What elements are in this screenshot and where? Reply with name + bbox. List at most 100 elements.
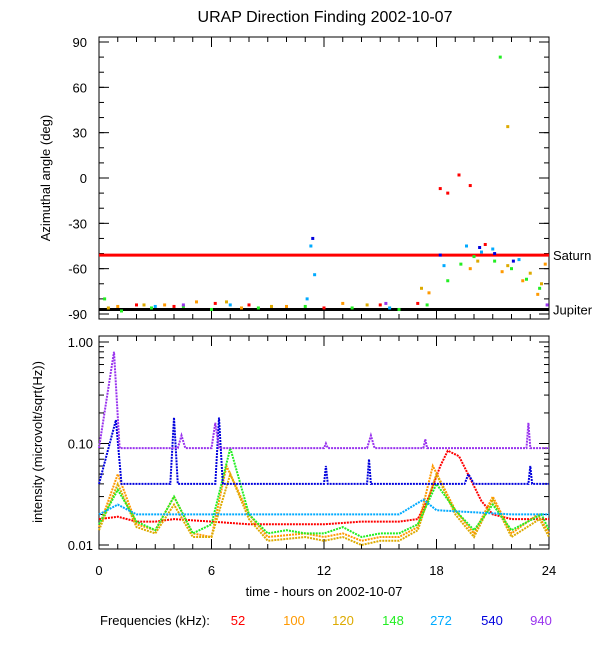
azimuth-point <box>446 279 450 283</box>
azimuth-point <box>313 273 317 277</box>
azimuth-point <box>172 304 176 308</box>
azimuth-point <box>106 306 110 310</box>
time-x-tick-label: 0 <box>95 563 102 578</box>
azimuth-point <box>493 259 497 263</box>
azimuth-point <box>150 306 153 310</box>
legend-title: Frequencies (kHz): <box>100 613 210 628</box>
azimuth-point <box>305 297 309 301</box>
azimuth-point <box>142 303 146 307</box>
reference-label-saturn: Saturn <box>553 248 591 263</box>
intensity-series-540 <box>98 417 549 485</box>
azimuth-point <box>510 267 513 271</box>
intensity-panel: intensity (microvolt/sqrt(Hz)) 1.000.100… <box>30 335 556 599</box>
azimuth-y-tick-label: 30 <box>73 126 87 141</box>
azimuth-point <box>543 262 547 266</box>
azimuth-point <box>478 246 482 250</box>
azimuth-point <box>416 301 420 305</box>
azimuth-point <box>384 301 388 305</box>
azimuth-points <box>103 55 549 313</box>
azimuth-point <box>465 244 468 248</box>
intensity-series-272 <box>98 498 549 516</box>
intensity-y-ticks: 1.00 0.10 0.01 <box>68 335 549 553</box>
time-x-label: time - hours on 2002-10-07 <box>246 584 403 599</box>
azimuth-point <box>425 303 429 307</box>
azimuth-point <box>472 255 476 259</box>
azimuth-point <box>163 303 167 307</box>
azimuth-y-tick-label: -90 <box>68 307 87 322</box>
azimuth-y-label: Azimuthal angle (deg) <box>38 115 53 241</box>
intensity-series-148 <box>98 444 550 539</box>
intensity-series-940 <box>98 351 549 450</box>
azimuth-point <box>483 242 487 246</box>
azimuth-point <box>181 303 185 307</box>
azimuth-point <box>442 264 446 268</box>
intensity-y-tick-label: 0.01 <box>68 538 93 553</box>
azimuth-point <box>493 252 497 256</box>
time-x-tick-label: 6 <box>208 563 215 578</box>
intensity-series <box>98 351 550 547</box>
time-x-tick-label: 24 <box>542 563 556 578</box>
azimuth-point <box>500 270 504 274</box>
azimuth-point <box>135 303 138 307</box>
reference-label-jupiter: Jupiter <box>553 302 593 317</box>
azimuth-point <box>103 297 107 301</box>
azimuth-panel: Azimuthal angle (deg) 90 60 30 0 -30 -60 -90 S… <box>38 35 593 322</box>
azimuth-y-tick-label: -30 <box>68 216 87 231</box>
chart-title: URAP Direction Finding 2002-10-07 <box>198 9 453 26</box>
azimuth-point <box>506 264 510 268</box>
azimuth-y-tick-label: -60 <box>68 262 87 277</box>
legend-entry-52: 52 <box>231 613 245 628</box>
azimuth-point <box>240 306 243 310</box>
legend-entry-272: 272 <box>430 613 452 628</box>
legend-entry-120: 120 <box>332 613 354 628</box>
legend-entry-100: 100 <box>283 613 305 628</box>
azimuth-point <box>247 303 251 307</box>
azimuth-point <box>528 271 532 275</box>
azimuth-point <box>256 306 260 310</box>
intensity-series-52 <box>98 449 549 526</box>
azimuth-point <box>210 307 213 311</box>
azimuth-point <box>120 309 123 313</box>
intensity-y-tick-label: 0.10 <box>68 437 93 452</box>
azimuth-y-tick-label: 90 <box>73 35 87 50</box>
azimuth-point <box>350 306 354 310</box>
azimuth-point <box>459 262 463 266</box>
azimuth-point <box>378 303 382 307</box>
legend-entry-148: 148 <box>382 613 404 628</box>
azimuth-point <box>420 286 423 290</box>
azimuth-point <box>468 184 472 188</box>
legend-entry-540: 540 <box>481 613 503 628</box>
azimuth-point <box>506 125 510 129</box>
azimuth-plot-frame <box>98 36 550 320</box>
azimuth-y-tick-label: 60 <box>73 80 87 95</box>
azimuth-point <box>309 244 313 248</box>
azimuth-point <box>545 303 549 307</box>
azimuth-point <box>540 282 543 286</box>
azimuth-point <box>388 306 392 310</box>
azimuth-point <box>181 304 185 308</box>
azimuth-point <box>303 304 307 308</box>
azimuth-point <box>525 277 528 281</box>
azimuth-point <box>446 191 450 195</box>
time-x-tick-label: 12 <box>317 563 331 578</box>
azimuth-point <box>468 267 472 271</box>
legend-entry-940: 940 <box>530 613 552 628</box>
azimuth-point <box>365 303 369 307</box>
reference-lines: Saturn Jupiter <box>99 248 593 317</box>
azimuth-point <box>457 173 461 177</box>
intensity-y-label: intensity (microvolt/sqrt(Hz)) <box>30 361 45 523</box>
azimuth-y-ticks: 90 60 30 0 -30 -60 -90 <box>68 35 550 322</box>
azimuth-point <box>153 304 157 308</box>
azimuth-point <box>476 259 480 263</box>
azimuth-point <box>517 258 521 262</box>
azimuth-point <box>213 301 217 305</box>
azimuth-point <box>270 304 273 308</box>
time-x-ticks: 0 6 12 18 24 <box>95 336 556 578</box>
azimuth-point <box>491 247 495 251</box>
azimuth-point <box>225 300 228 304</box>
azimuth-point <box>521 279 525 283</box>
azimuth-point <box>116 304 120 308</box>
azimuth-y-tick-label: 0 <box>80 171 87 186</box>
